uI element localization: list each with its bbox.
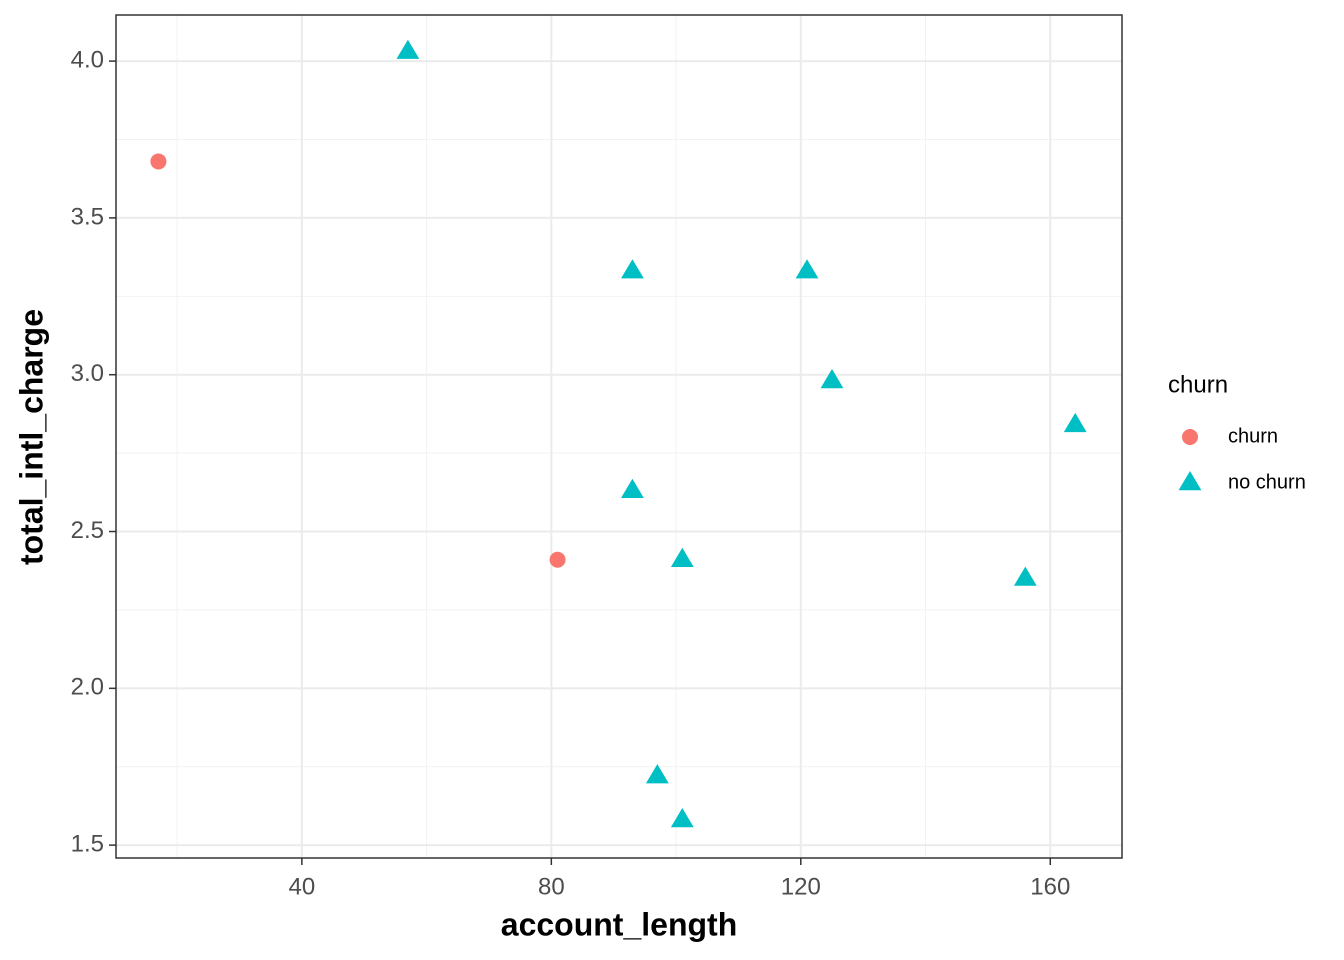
x-axis-title: account_length <box>501 906 737 942</box>
y-axis-title: total_intl_charge <box>13 309 49 565</box>
x-tick-label: 80 <box>538 873 565 900</box>
point <box>1063 412 1087 433</box>
y-tick-label: 2.0 <box>71 674 104 701</box>
panel-border <box>115 14 1123 859</box>
point <box>820 368 844 389</box>
y-tick-label: 4.0 <box>71 46 104 73</box>
legend-title: churn <box>1168 371 1228 398</box>
point <box>150 153 167 170</box>
point <box>795 259 819 279</box>
point <box>549 551 566 568</box>
legend-label: no churn <box>1228 471 1306 493</box>
x-tick-label: 160 <box>1030 873 1070 900</box>
point <box>621 259 644 279</box>
y-tick-label: 1.5 <box>71 830 104 857</box>
point <box>645 764 669 784</box>
y-tick-label: 3.0 <box>71 360 104 387</box>
point <box>621 478 644 498</box>
legend-label: churn <box>1228 425 1278 447</box>
x-tick-label: 120 <box>781 873 821 900</box>
point <box>670 808 694 828</box>
point <box>396 39 420 59</box>
y-tick-label: 2.5 <box>71 517 104 544</box>
legend-swatch <box>1178 471 1202 491</box>
x-tick-label: 40 <box>289 873 316 900</box>
y-tick-label: 3.5 <box>71 203 104 230</box>
point <box>1013 566 1037 586</box>
point <box>670 547 694 567</box>
legend-swatch <box>1182 429 1198 445</box>
